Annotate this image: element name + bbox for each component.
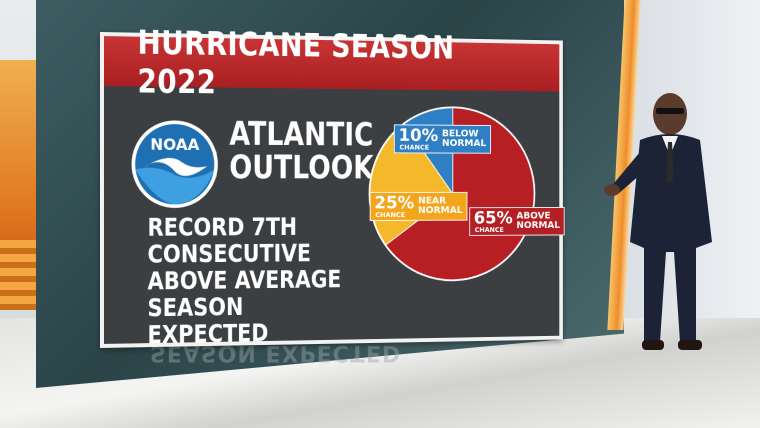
pie-label-below-pct: 10% bbox=[399, 127, 439, 145]
pie-label-near-chance: CHANCE bbox=[375, 211, 405, 219]
pie-label-above-pct: 65% bbox=[474, 210, 513, 227]
record-line-3: ABOVE AVERAGE bbox=[147, 266, 361, 295]
presenter bbox=[600, 92, 730, 392]
graphic-title: HURRICANE SEASON 2022 bbox=[138, 23, 529, 105]
pie-label-below-chance: CHANCE bbox=[399, 144, 429, 152]
pie-label-below-cat-2: NORMAL bbox=[442, 139, 486, 149]
hurricane-graphic-panel: HURRICANE SEASON 2022 NOAA ATLANTIC OUTL… bbox=[100, 32, 563, 348]
pie-label-above-chance: CHANCE bbox=[475, 226, 504, 234]
record-line-4: SEASON EXPECTED bbox=[147, 292, 361, 348]
pie-label-near-cat-2: NORMAL bbox=[418, 206, 463, 216]
pie-label-below-normal: 10% CHANCE BELOW NORMAL bbox=[394, 124, 491, 153]
pie-label-near-category: NEAR NORMAL bbox=[418, 197, 463, 216]
outlook-heading: ATLANTIC OUTLOOK bbox=[229, 117, 366, 184]
noaa-logo-icon: NOAA bbox=[130, 118, 220, 210]
record-line-1: RECORD 7TH bbox=[147, 213, 361, 240]
title-bar: HURRICANE SEASON 2022 bbox=[104, 36, 559, 92]
studio-left-screen-bars bbox=[0, 240, 40, 310]
record-statement: RECORD 7TH CONSECUTIVE ABOVE AVERAGE SEA… bbox=[147, 213, 361, 348]
record-line-2: CONSECUTIVE bbox=[147, 239, 361, 267]
pie-label-above-normal: 65% CHANCE ABOVE NORMAL bbox=[469, 207, 564, 236]
pie-label-above-category: ABOVE NORMAL bbox=[516, 212, 560, 231]
pie-label-below-category: BELOW NORMAL bbox=[442, 130, 486, 149]
outlook-line-1: ATLANTIC bbox=[229, 117, 366, 151]
pie-label-above-cat-2: NORMAL bbox=[516, 221, 560, 231]
pie-label-near-pct: 25% bbox=[374, 195, 414, 212]
outlook-line-2: OUTLOOK bbox=[229, 151, 366, 185]
noaa-logo-text: NOAA bbox=[150, 136, 199, 154]
pie-label-near-normal: 25% CHANCE NEAR NORMAL bbox=[370, 192, 467, 221]
